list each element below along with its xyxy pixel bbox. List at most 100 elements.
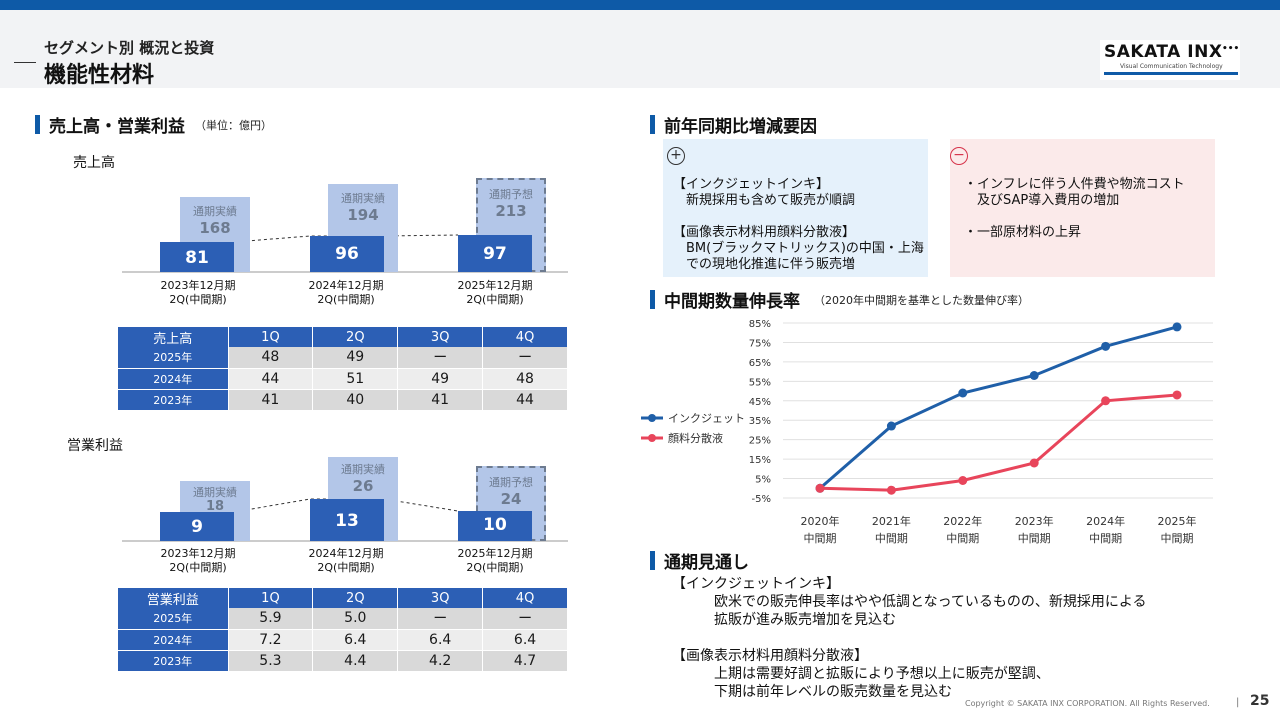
period-line1: 2025年12月期	[457, 547, 533, 560]
header-dash	[14, 62, 36, 63]
table-header: 1Q	[228, 588, 314, 608]
x-tick-label: 中間期	[1161, 532, 1194, 545]
section-title-text: 売上高・営業利益	[49, 117, 185, 137]
data-point	[1172, 322, 1182, 332]
table-cell: 44	[482, 389, 568, 411]
full-value: 194	[347, 206, 379, 224]
growth-section-title: 中間期数量伸長率 （2020年中間期を基準とした数量伸び率）	[650, 287, 1029, 312]
positive-factors-box: + 【インクジェットインキ】 新規採用も含めて販売が順調 【画像表示材料用顔料分…	[663, 139, 928, 277]
table-cell: ー	[397, 347, 484, 369]
row-header: 2025年	[118, 347, 229, 369]
x-tick-label: 中間期	[946, 532, 979, 545]
table-cell: 5.0	[312, 608, 399, 630]
table-header: 4Q	[482, 327, 568, 347]
table-cell: 41	[228, 389, 314, 411]
table-row: 2025年 48 49 ー ー	[118, 347, 568, 369]
full-label: 通期実績	[193, 205, 237, 218]
series-line-1	[819, 325, 1178, 490]
data-point	[1101, 341, 1111, 351]
y-tick-label: -5%	[752, 494, 771, 505]
growth-line-chart: 85% 75% 65% 55% 45% 35% 25% 15% 5% -5% 2020年中間期 202…	[641, 319, 1213, 545]
section-marker	[650, 290, 655, 309]
legend-marker	[648, 414, 656, 422]
table-cell: 40	[312, 389, 399, 411]
table-cell: 4.7	[482, 650, 568, 672]
growth-note: （2020年中間期を基準とした数量伸び率）	[814, 293, 1029, 307]
logo-tagline: Visual Communication Technology	[1120, 63, 1223, 70]
table-header: 3Q	[397, 327, 484, 347]
sales-actual-2024: 96	[310, 236, 384, 272]
y-tick-label: 55%	[749, 377, 771, 388]
period-label-2024: 2024年12月期 2Q(中間期)	[288, 547, 404, 575]
y-tick-label: 15%	[749, 455, 771, 466]
sales-actual-2025: 97	[458, 235, 532, 272]
full-label: 通期実績	[341, 192, 385, 205]
top-accent-bar	[0, 0, 1280, 10]
data-point	[1172, 390, 1182, 400]
y-tick-label: 75%	[749, 338, 771, 349]
table-header: 4Q	[482, 588, 568, 608]
profit-quarterly-table: 営業利益 1Q 2Q 3Q 4Q 2025年 5.9 5.0 ー ー 2024年…	[118, 588, 568, 672]
period-line1: 2025年12月期	[457, 279, 533, 292]
full-label: 通期実績	[341, 463, 385, 476]
period-line1: 2024年12月期	[308, 279, 384, 292]
table-cell: 44	[228, 368, 314, 390]
period-line1: 2024年12月期	[308, 547, 384, 560]
full-value: 168	[199, 219, 231, 237]
x-tick-label: 2023年	[1015, 514, 1054, 528]
x-tick-label: 中間期	[1089, 532, 1122, 545]
section-title-text: 中間期数量伸長率	[664, 292, 800, 312]
outlook-section-title: 通期見通し	[650, 548, 749, 573]
table-cell: 51	[312, 368, 399, 390]
period-line1: 2023年12月期	[160, 547, 236, 560]
positive-factors-text: 【インクジェットインキ】 新規採用も含めて販売が順調 【画像表示材料用顔料分散液…	[673, 177, 924, 272]
y-tick-label: 5%	[755, 475, 771, 486]
data-point	[1101, 396, 1111, 406]
section-title-text: 前年同期比増減要因	[664, 117, 817, 137]
table-cell: 48	[228, 347, 314, 369]
page-header: セグメント別 概況と投資 機能性材料 SAKATA INX ••• Visual…	[0, 10, 1280, 88]
logo-dots: •••	[1222, 44, 1240, 54]
footer-separator: |	[1236, 697, 1240, 708]
period-label-2023: 2023年12月期 2Q(中間期)	[140, 547, 256, 575]
y-tick-label: 85%	[749, 319, 771, 330]
table-cell: ー	[397, 608, 484, 630]
profit-actual-2025: 10	[458, 511, 532, 541]
table-cell: ー	[482, 347, 568, 369]
page-title: 機能性材料	[44, 63, 155, 88]
x-tick-label: 2024年	[1086, 514, 1125, 528]
section-marker	[650, 115, 655, 134]
copyright: Copyright © SAKATA INX CORPORATION. All …	[965, 699, 1210, 708]
full-value: 24	[500, 490, 522, 508]
period-line2: 2Q(中間期)	[466, 293, 524, 306]
y-tick-label: 25%	[749, 436, 771, 447]
period-line2: 2Q(中間期)	[169, 293, 227, 306]
table-cell: 4.4	[312, 650, 399, 672]
period-line2: 2Q(中間期)	[317, 293, 375, 306]
table-cell: 7.2	[228, 629, 314, 651]
period-line2: 2Q(中間期)	[466, 561, 524, 574]
section-marker	[650, 551, 655, 570]
company-logo: SAKATA INX ••• Visual Communication Tech…	[1100, 40, 1240, 80]
table-cell: 6.4	[397, 629, 484, 651]
period-label-2025: 2025年12月期 2Q(中間期)	[437, 279, 553, 307]
factors-section-title: 前年同期比増減要因	[650, 112, 817, 137]
table-header: 2Q	[312, 588, 399, 608]
table-cell: 5.9	[228, 608, 314, 630]
table-row: 2024年 7.2 6.4 6.4 6.4	[118, 629, 568, 651]
row-header: 2023年	[118, 650, 229, 672]
row-header: 2024年	[118, 629, 229, 651]
period-label-2024: 2024年12月期 2Q(中間期)	[288, 279, 404, 307]
full-label: 通期実績	[193, 486, 237, 499]
period-line1: 2023年12月期	[160, 279, 236, 292]
table-row: 2024年 44 51 49 48	[118, 368, 568, 390]
minus-circle-icon: −	[950, 147, 968, 165]
table-header: 売上高	[118, 327, 229, 347]
full-label: 通期予想	[489, 476, 533, 489]
logo-text: SAKATA INX	[1104, 42, 1223, 62]
row-header: 2024年	[118, 368, 229, 390]
x-tick-label: 2020年	[801, 514, 840, 528]
table-header: 1Q	[228, 327, 314, 347]
full-value: 18	[205, 499, 225, 514]
table-row: 2025年 5.9 5.0 ー ー	[118, 608, 568, 630]
